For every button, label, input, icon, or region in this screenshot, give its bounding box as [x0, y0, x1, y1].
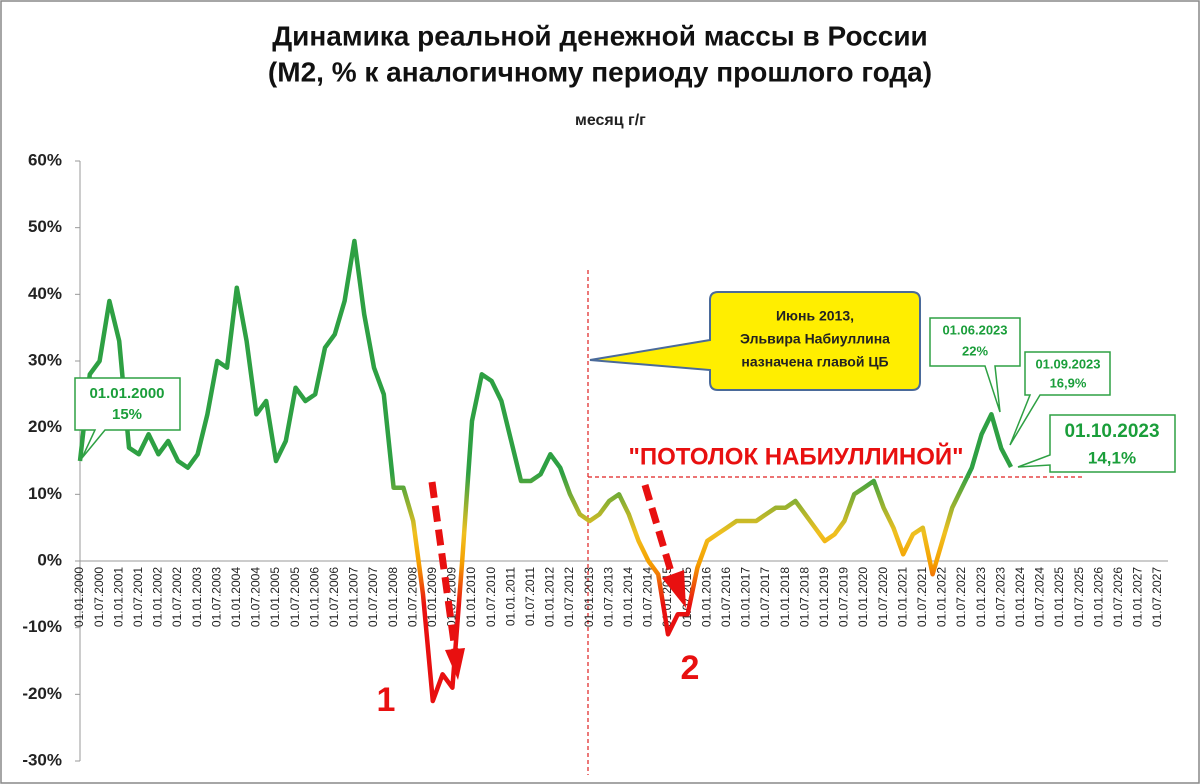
ceiling-label: "ПОТОЛОК НАБИУЛЛИНОЙ": [629, 442, 964, 470]
y-tick-label: 50%: [28, 217, 62, 236]
x-tick-label: 01.07.2012: [562, 567, 576, 627]
x-tick-label: 01.07.2016: [719, 567, 733, 627]
y-tick-label: -30%: [22, 750, 62, 769]
x-tick-label: 01.01.2023: [974, 567, 988, 627]
label-1: 1: [377, 681, 396, 719]
callout-box: [929, 317, 1021, 413]
y-tick-label: 60%: [28, 150, 62, 169]
y-tick-label: 0%: [37, 550, 62, 569]
x-tick-label: 01.07.2020: [876, 567, 890, 627]
x-tick-label: 01.07.2010: [484, 567, 498, 627]
x-tick-label: 01.07.2018: [797, 567, 811, 627]
x-tick-label: 01.01.2001: [111, 567, 125, 627]
callout-text: 14,1%: [1088, 448, 1136, 467]
x-tick-label: 01.07.2021: [915, 567, 929, 627]
callout-text: 16,9%: [1050, 375, 1087, 390]
y-tick-label: 10%: [28, 484, 62, 503]
callout-text: 22%: [962, 343, 988, 358]
x-tick-label: 01.01.2022: [935, 567, 949, 627]
x-tick-label: 01.01.2008: [386, 567, 400, 627]
x-tick-label: 01.07.2001: [131, 567, 145, 627]
callout-box: [589, 291, 921, 391]
y-tick-label: 40%: [28, 284, 62, 303]
x-tick-label: 01.07.2023: [993, 567, 1007, 627]
arrow-head: [662, 570, 686, 608]
x-tick-label: 01.01.2012: [543, 567, 557, 627]
arrow-head: [445, 648, 465, 680]
callout-box: [74, 377, 181, 459]
x-tick-label: 01.01.2011: [503, 567, 517, 626]
label-2: 2: [681, 649, 700, 687]
x-tick-label: 01.01.2013: [582, 567, 596, 627]
legend-label: месяц г/г: [575, 112, 646, 129]
callout-text: 01.06.2023: [942, 322, 1007, 337]
chart-title: Динамика реальной денежной массы в Росси…: [272, 20, 928, 51]
x-tick-label: 01.01.2004: [229, 567, 243, 627]
callout-text: 01.09.2023: [1035, 356, 1100, 371]
x-tick-label: 01.01.2000: [72, 567, 86, 627]
x-tick-label: 01.01.2010: [464, 567, 478, 627]
x-tick-label: 01.01.2025: [1052, 567, 1066, 627]
x-tick-label: 01.07.2002: [170, 567, 184, 627]
x-tick-label: 01.01.2018: [778, 567, 792, 627]
x-tick-label: 01.07.2003: [209, 567, 223, 627]
callout-text: Июнь 2013,: [776, 308, 854, 324]
y-tick-label: -10%: [22, 617, 62, 636]
y-tick-label: -20%: [22, 684, 62, 703]
callout-box: [1009, 351, 1111, 446]
x-tick-label: 01.07.2007: [366, 567, 380, 627]
arrow: [641, 483, 676, 577]
x-tick-label: 01.01.2027: [1131, 567, 1145, 627]
x-tick-label: 01.01.2019: [817, 567, 831, 627]
x-tick-label: 01.01.2017: [739, 567, 753, 627]
x-tick-label: 01.07.2025: [1072, 567, 1086, 627]
callout-box: [1017, 414, 1176, 473]
callout-text: 15%: [112, 406, 142, 423]
x-tick-label: 01.01.2014: [621, 567, 635, 627]
x-tick-label: 01.07.2022: [954, 567, 968, 627]
x-tick-label: 01.07.2005: [288, 567, 302, 627]
x-tick-label: 01.07.2014: [641, 567, 655, 627]
x-tick-label: 01.01.2002: [151, 567, 165, 627]
x-tick-label: 01.01.2020: [856, 567, 870, 627]
arrow: [428, 481, 459, 651]
y-tick-label: 20%: [28, 417, 62, 436]
y-tick-label: 30%: [28, 350, 62, 369]
x-tick-label: 01.07.2026: [1111, 567, 1125, 627]
chart-subtitle: (М2, % к аналогичному периоду прошлого г…: [268, 56, 932, 87]
x-tick-label: 01.07.2024: [1033, 567, 1047, 627]
x-tick-label: 01.01.2003: [190, 567, 204, 627]
x-tick-label: 01.01.2005: [268, 567, 282, 627]
series-line: [77, 238, 1013, 704]
x-tick-label: 01.07.2011: [523, 567, 537, 626]
x-tick-label: 01.07.2027: [1150, 567, 1164, 627]
callout-text: 01.01.2000: [89, 385, 164, 402]
x-tick-label: 01.07.2019: [837, 567, 851, 627]
x-tick-label: 01.07.2017: [758, 567, 772, 627]
x-tick-label: 01.01.2009: [425, 567, 439, 627]
x-tick-label: 01.07.2013: [601, 567, 615, 627]
x-tick-label: 01.01.2021: [895, 567, 909, 627]
callout-text: назначена главой ЦБ: [741, 354, 888, 370]
x-tick-label: 01.01.2024: [1013, 567, 1027, 627]
x-tick-label: 01.01.2026: [1091, 567, 1105, 627]
x-tick-label: 01.07.2004: [249, 567, 263, 627]
x-tick-label: 01.07.2006: [327, 567, 341, 627]
x-tick-label: 01.01.2007: [347, 567, 361, 627]
x-tick-label: 01.07.2008: [405, 567, 419, 627]
x-tick-label: 01.01.2016: [699, 567, 713, 627]
callout-text: Эльвира Набиуллина: [740, 331, 890, 347]
x-tick-label: 01.07.2000: [92, 567, 106, 627]
callout-text: 01.10.2023: [1064, 421, 1159, 442]
x-tick-label: 01.01.2006: [307, 567, 321, 627]
